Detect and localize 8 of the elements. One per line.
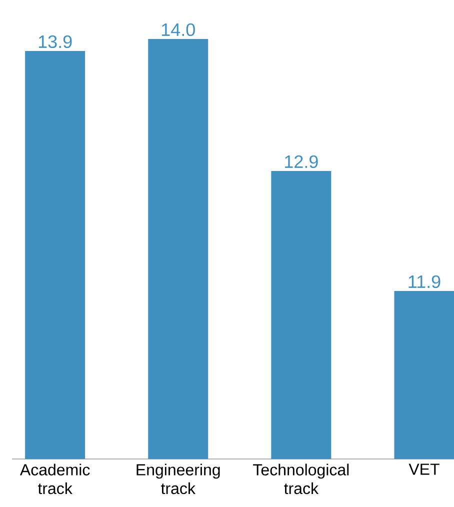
data-label: 13.9 (38, 35, 72, 48)
data-label: 14.0 (162, 23, 195, 36)
x-tick-label: VET (408, 464, 440, 475)
data-label: 11.9 (408, 275, 440, 288)
data-label: 12.9 (285, 155, 318, 168)
x-tick-label: Engineering track (136, 464, 220, 494)
x-tick-label: Academic track (20, 464, 90, 494)
x-tick-label: Technological track (253, 464, 349, 494)
